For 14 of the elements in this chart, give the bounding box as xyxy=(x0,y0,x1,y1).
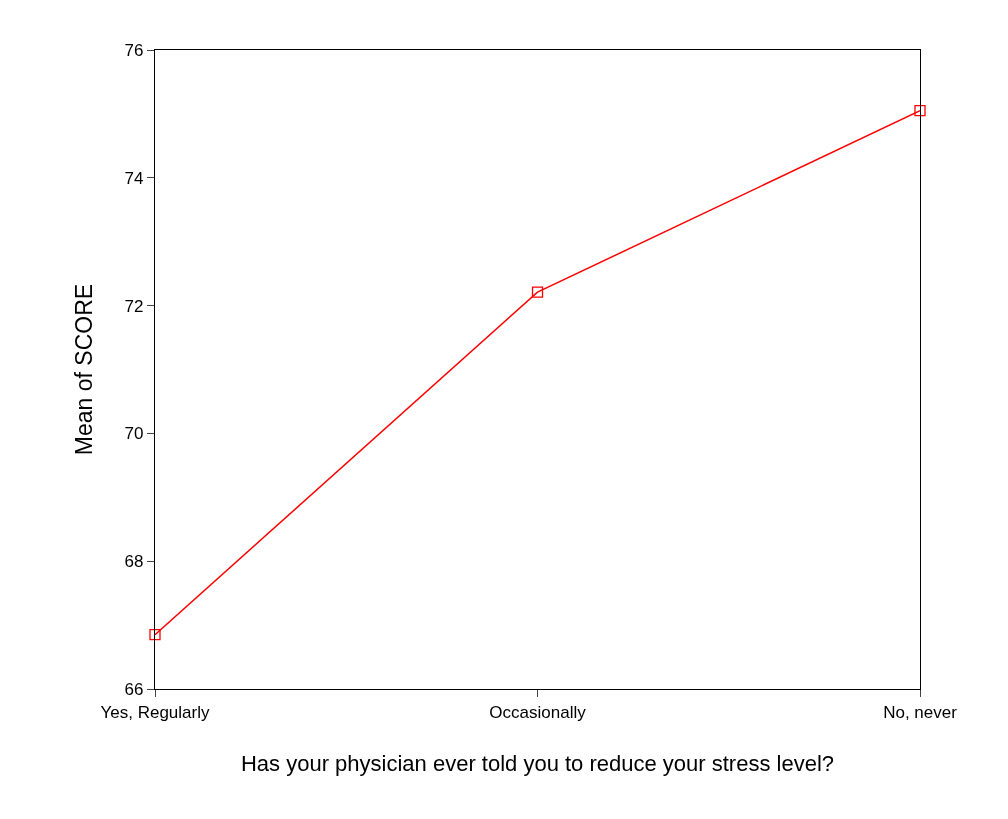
y-tick-label: 72 xyxy=(124,296,144,316)
x-tick-label: No, never xyxy=(883,702,958,722)
x-axis-title: Has your physician ever told you to reduce your stress level? xyxy=(240,751,835,777)
x-tick-label: Occasionally xyxy=(489,702,587,722)
point xyxy=(149,629,161,641)
point xyxy=(531,286,544,298)
y-tick-label: 70 xyxy=(124,424,144,444)
y-tick-label: 76 xyxy=(124,40,144,60)
y-axis-title: Mean of SCORE xyxy=(70,283,97,456)
x-tick-label: Yes, Regularly xyxy=(100,702,210,722)
point xyxy=(914,105,926,117)
y-tick-label: 68 xyxy=(124,552,144,572)
y-tick-label: 74 xyxy=(124,168,144,188)
y-tick-label: 66 xyxy=(124,679,144,699)
